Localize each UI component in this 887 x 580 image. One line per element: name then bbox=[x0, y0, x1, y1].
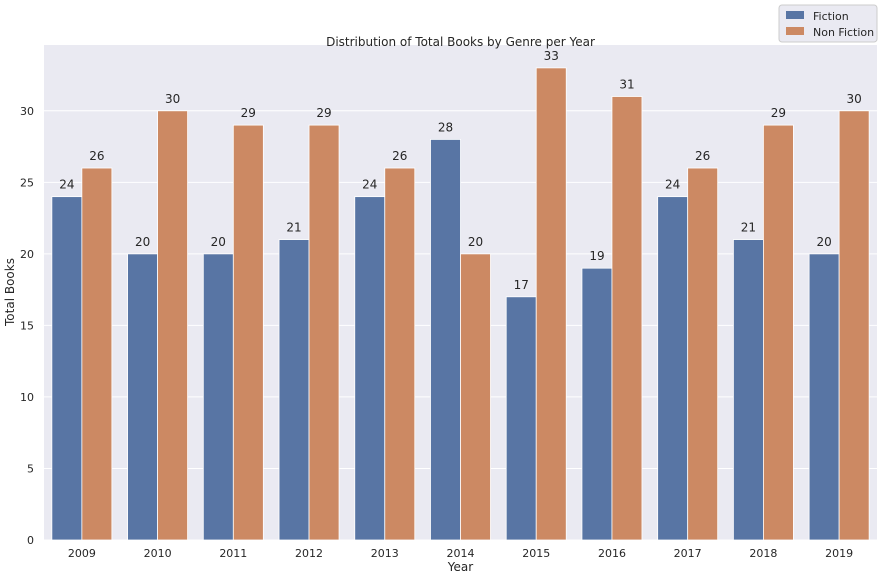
bar-non-fiction-2011 bbox=[232, 124, 264, 541]
data-label: 20 bbox=[135, 235, 150, 249]
data-label: 26 bbox=[89, 149, 104, 163]
y-tick-label: 15 bbox=[20, 319, 34, 332]
data-labels-group: 24 26 20 30 20 29 21 29 24 26 28 20 17 33 19 31 24 26 21 29… bbox=[59, 49, 862, 292]
x-axis-ticks: 2009 2010 2011 2012 2013 2014 2015 2016 2017 2018… bbox=[68, 547, 853, 560]
data-label: 19 bbox=[589, 249, 604, 263]
y-tick-label: 30 bbox=[20, 105, 34, 118]
data-label: 31 bbox=[619, 78, 634, 92]
x-tick-label: 2011 bbox=[219, 547, 247, 560]
y-axis-label: Total Books bbox=[3, 258, 17, 327]
bar-non-fiction-2016 bbox=[611, 96, 643, 541]
bar-non-fiction-2012 bbox=[308, 124, 340, 541]
bars-group bbox=[51, 67, 870, 541]
bar-fiction-2013 bbox=[354, 196, 386, 541]
data-label: 17 bbox=[514, 278, 529, 292]
bar-fiction-2014 bbox=[430, 139, 461, 541]
bar-fiction-2011 bbox=[202, 253, 234, 541]
data-label: 21 bbox=[286, 221, 301, 235]
bar-non-fiction-2009 bbox=[81, 167, 113, 541]
chart-title: Distribution of Total Books by Genre per… bbox=[326, 35, 595, 49]
bar-non-fiction-2017 bbox=[687, 167, 719, 541]
bar-fiction-2012 bbox=[278, 239, 310, 541]
bar-fiction-2018 bbox=[733, 239, 764, 541]
x-tick-label: 2012 bbox=[295, 547, 323, 560]
y-axis-ticks: 0 5 10 15 20 25 30 bbox=[20, 105, 34, 547]
legend-label-fiction: Fiction bbox=[813, 10, 849, 23]
legend-label-non-fiction: Non Fiction bbox=[813, 26, 874, 39]
x-tick-label: 2013 bbox=[371, 547, 399, 560]
bar-non-fiction-2014 bbox=[460, 253, 491, 541]
y-tick-label: 25 bbox=[20, 176, 34, 189]
bar-fiction-2015 bbox=[505, 296, 537, 541]
bar-fiction-2017 bbox=[657, 196, 689, 541]
y-tick-label: 5 bbox=[27, 462, 34, 475]
data-label: 24 bbox=[665, 178, 680, 192]
legend-swatch-non-fiction bbox=[786, 27, 804, 35]
bar-non-fiction-2018 bbox=[763, 124, 794, 541]
bar-non-fiction-2019 bbox=[838, 110, 870, 541]
x-tick-label: 2017 bbox=[674, 547, 702, 560]
data-label: 20 bbox=[211, 235, 226, 249]
y-tick-label: 0 bbox=[27, 534, 34, 547]
x-tick-label: 2018 bbox=[749, 547, 777, 560]
x-tick-label: 2010 bbox=[144, 547, 172, 560]
data-label: 29 bbox=[771, 106, 786, 120]
data-label: 24 bbox=[362, 178, 377, 192]
data-label: 26 bbox=[392, 149, 407, 163]
y-tick-label: 20 bbox=[20, 248, 34, 261]
bar-non-fiction-2013 bbox=[384, 167, 416, 541]
data-label: 21 bbox=[741, 221, 756, 235]
x-axis-label: Year bbox=[447, 560, 473, 574]
x-tick-label: 2014 bbox=[447, 547, 475, 560]
bar-fiction-2016 bbox=[581, 267, 613, 541]
data-label: 33 bbox=[544, 49, 559, 63]
x-tick-label: 2015 bbox=[522, 547, 550, 560]
legend: Fiction Non Fiction bbox=[778, 4, 878, 43]
data-label: 20 bbox=[468, 235, 483, 249]
data-label: 30 bbox=[846, 92, 861, 106]
bar-fiction-2009 bbox=[51, 196, 83, 541]
data-label: 29 bbox=[241, 106, 256, 120]
y-tick-label: 10 bbox=[20, 391, 34, 404]
data-label: 29 bbox=[316, 106, 331, 120]
bar-fiction-2010 bbox=[127, 253, 158, 541]
bar-non-fiction-2010 bbox=[157, 110, 188, 541]
bar-fiction-2019 bbox=[808, 253, 840, 541]
data-label: 26 bbox=[695, 149, 710, 163]
legend-swatch-fiction bbox=[786, 11, 804, 19]
data-label: 24 bbox=[59, 178, 74, 192]
data-label: 20 bbox=[816, 235, 831, 249]
data-label: 30 bbox=[165, 92, 180, 106]
x-tick-label: 2019 bbox=[825, 547, 853, 560]
x-tick-label: 2016 bbox=[598, 547, 626, 560]
x-tick-label: 2009 bbox=[68, 547, 96, 560]
bar-non-fiction-2015 bbox=[535, 67, 567, 541]
data-label: 28 bbox=[438, 120, 453, 134]
